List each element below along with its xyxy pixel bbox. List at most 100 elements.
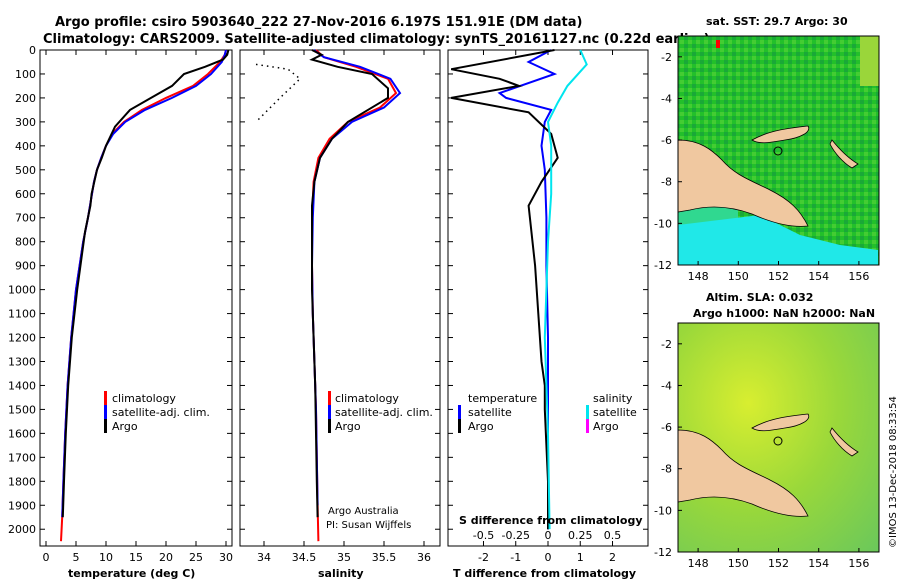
sst-hot-pixel [716,40,720,48]
series-line-t-satellite [497,49,558,530]
sla-map-ticks: 148 150 152 154 156 -2 -4 -6 -8 -10 -12 [654,338,869,570]
x-tick-label: 15 [129,551,143,564]
legend-swatch-climatology [328,391,331,405]
sst-landmass-png [677,139,809,227]
series-line-t-argo [451,49,559,530]
sst-map-title: sat. SST: 29.7 Argo: 30 [706,15,848,28]
annotation-pi: PI: Susan Wijffels [326,520,411,531]
legend-satellite: satellite-adj. clim. [112,406,210,419]
map-x-label: 150 [728,270,749,283]
map-x-label: 148 [688,557,709,570]
sst-argo-marker [773,146,783,156]
x2-tick-label: 0.5 [604,529,622,542]
series-line-s-satellite [543,49,588,530]
temperature-panel: 0100200300400500600700800900100011001200… [8,44,233,580]
map-x-label: 148 [688,270,709,283]
sla-map-title: Altim. SLA: 0.032 [706,291,813,304]
x-tick-label: 20 [159,551,173,564]
y-tick-label: 1200 [8,332,36,345]
legend-swatch-t-argo [458,419,461,433]
x-tick-label: 0 [43,551,50,564]
legend-climatology: climatology [335,392,399,405]
x-tick-label: 25 [189,551,203,564]
y-tick-label: 0 [29,44,36,57]
y-tick-label: 500 [15,164,36,177]
pressure-ticks: 0 100 200 300 400 500 600 700 800 900 1000 1100 1200… [8,44,232,536]
sst-map-ticks: 148 150 152 154 156 -2 -4 -6 -8 -10 -12 [654,51,869,283]
temperature-legend: climatology satellite-adj. clim. Argo [104,391,210,433]
map-y-label: -10 [654,504,672,517]
legend-argo: Argo [335,420,361,433]
map-y-label: -4 [661,379,672,392]
sst-cyan-patch [678,215,878,265]
map-y-label: -6 [661,134,672,147]
difference-xlabel: T difference from climatology [453,567,636,580]
y-tick-label: 1000 [8,284,36,297]
legend-s-satellite: satellite [593,406,637,419]
y-tick-label: 700 [15,212,36,225]
legend-s-argo: Argo [593,420,619,433]
y-tick-label: 200 [15,92,36,105]
y-tick-label: 1800 [8,475,36,488]
difference-xlabel-salinity: S difference from climatology [459,514,643,527]
sla-landmass-newbritain [751,413,810,432]
salinity-frame [239,49,441,547]
y-tick-label: 300 [15,116,36,129]
difference-panel: -2 -1 0 1 2 -0.5 -0.25 0 0.25 0.5 T difference f… [447,49,649,580]
title-line-2: Climatology: CARS2009. Satellite-adjuste… [43,32,710,47]
x2-tick-label: 0.25 [568,529,593,542]
temperature-x-ticks: 0 5 10 15 20 25 30 [43,50,233,564]
map-y-label: -2 [661,51,672,64]
sla-landmass-bougainville [829,427,859,457]
y-tick-label: 1400 [8,379,36,392]
series-line-argo [309,49,389,518]
x2-tick-label: -0.5 [473,529,494,542]
map-x-label: 152 [768,557,789,570]
map-y-label: -12 [654,259,672,272]
map-y-label: -10 [654,217,672,230]
legend-swatch-argo [104,419,107,433]
x-tick-label: 30 [219,551,233,564]
x-tick-label: 1 [577,551,584,564]
x2-tick-label: -0.25 [502,529,530,542]
salinity-y-ticks [240,49,440,530]
legend-swatch-t-satellite [458,405,461,419]
x-tick-label: 34.5 [292,551,317,564]
legend-satellite: satellite-adj. clim. [335,406,433,419]
map-x-label: 156 [848,557,869,570]
y-tick-label: 400 [15,140,36,153]
y-tick-label: 1600 [8,427,36,440]
map-y-label: -4 [661,92,672,105]
map-x-label: 154 [808,557,829,570]
sla-landmass-png [677,429,809,517]
x-tick-label: 2 [609,551,616,564]
y-tick-label: 1300 [8,355,36,368]
salinity-lines [255,49,402,542]
x-tick-label: 36 [417,551,431,564]
imos-watermark: ©IMOS 13-Dec-2018 08:33:54 [888,396,899,548]
salinity-xlabel: salinity [318,567,364,580]
difference-x-ticks: -2 -1 0 1 2 [478,50,616,564]
legend-t-satellite: satellite [468,406,512,419]
salinity-panel: 34 34.5 35 35.5 36 salinity climatology sate… [239,49,441,580]
map-y-label: -8 [661,176,672,189]
difference-x-ticks-salinity: -0.5 -0.25 0 0.25 0.5 [473,529,622,542]
map-y-label: -2 [661,338,672,351]
annotation-institution: Argo Australia [328,506,399,517]
legend-swatch-satellite [104,405,107,419]
x-tick-label: 0 [545,551,552,564]
map-y-label: -12 [654,546,672,559]
map-x-label: 152 [768,270,789,283]
salinity-x-ticks: 34 34.5 35 35.5 36 [257,50,431,564]
y-tick-label: 900 [15,260,36,273]
legend-argo: Argo [112,420,138,433]
salinity-legend: climatology satellite-adj. clim. Argo [328,391,433,433]
legend-temperature-title: temperature [468,392,537,405]
series-line-argo [61,49,230,518]
sla-map-subtitle: Argo h1000: NaN h2000: NaN [693,307,875,320]
x-tick-label: 34 [257,551,271,564]
map-y-label: -8 [661,463,672,476]
x-tick-label: 10 [99,551,113,564]
temperature-lines [60,49,230,542]
sla-argo-marker [773,436,783,446]
